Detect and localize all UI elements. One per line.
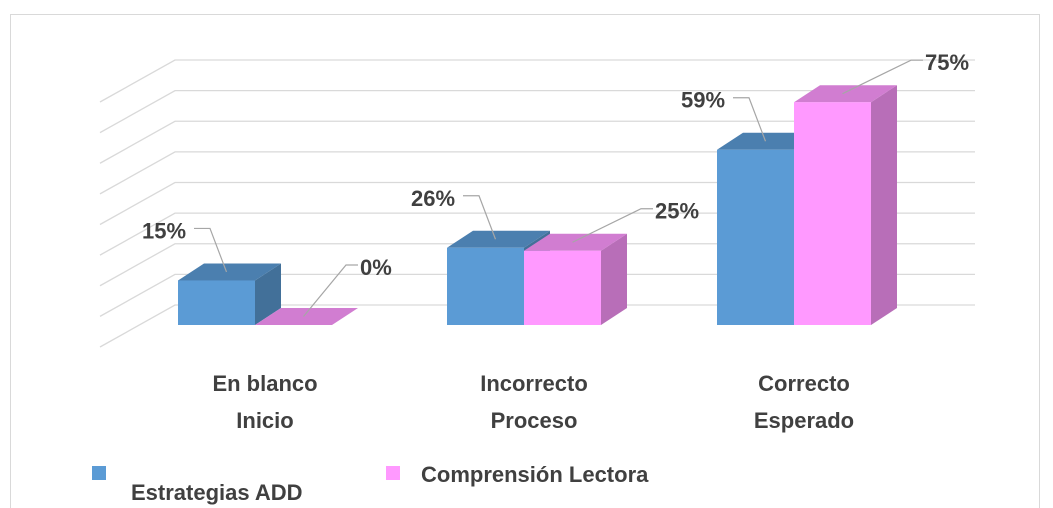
- leader-line: [842, 59, 923, 95]
- data-label: 15%: [142, 218, 186, 243]
- data-labels: 15% 26% 59% 0% 25% 75%: [142, 50, 969, 317]
- category-label: En blanco: [212, 371, 317, 396]
- bars: [178, 85, 897, 325]
- bar-top: [794, 85, 897, 103]
- leader-line: [572, 208, 653, 243]
- leader-line: [463, 195, 497, 240]
- leader-line: [733, 97, 767, 142]
- bar-1-2: [794, 85, 897, 325]
- gridline: [99, 120, 975, 164]
- bar-front: [717, 149, 794, 325]
- gridline: [99, 89, 975, 134]
- bar-side: [601, 233, 627, 325]
- bar-1-1: [524, 233, 627, 325]
- data-label: 59%: [681, 88, 725, 113]
- chart-frame: [10, 14, 1040, 508]
- data-label: 0%: [360, 255, 392, 280]
- bar-front: [447, 247, 524, 325]
- bar-top: [524, 233, 627, 251]
- gridline: [99, 212, 975, 256]
- bar-top: [255, 308, 358, 325]
- data-label: 75%: [925, 50, 969, 75]
- legend: Estrategias ADD Comprensión Lectora: [92, 462, 649, 505]
- leader-line: [194, 227, 228, 273]
- category-label: Incorrecto: [480, 371, 588, 396]
- bar-front: [524, 250, 601, 325]
- category-label: Proceso: [491, 408, 578, 433]
- category-label: Esperado: [754, 408, 854, 433]
- category-labels: En blanco Inicio Incorrecto Proceso Correcto…: [212, 371, 854, 433]
- data-label: 25%: [655, 199, 699, 224]
- leader-line: [303, 264, 358, 317]
- legend-swatch: [386, 466, 400, 480]
- data-label: 26%: [411, 186, 455, 211]
- gridlines: [99, 59, 975, 348]
- legend-label: Comprensión Lectora: [421, 462, 649, 487]
- legend-label: Estrategias ADD: [131, 480, 303, 505]
- gridline: [99, 304, 975, 348]
- gridline: [99, 273, 975, 317]
- bar-front: [178, 280, 255, 325]
- bar-top: [447, 230, 550, 248]
- gridline: [99, 59, 975, 103]
- category-label: Correcto: [758, 371, 850, 396]
- bar-0-0: [178, 263, 281, 325]
- bar-side: [871, 85, 897, 325]
- bar-top: [178, 263, 281, 281]
- gridline: [99, 243, 975, 287]
- bar-1-0: [255, 308, 358, 325]
- category-label: Inicio: [236, 408, 293, 433]
- gridline: [99, 151, 975, 195]
- bar-side: [255, 263, 281, 325]
- gridline: [99, 181, 975, 226]
- legend-swatch: [92, 466, 106, 480]
- bar-front: [794, 102, 871, 325]
